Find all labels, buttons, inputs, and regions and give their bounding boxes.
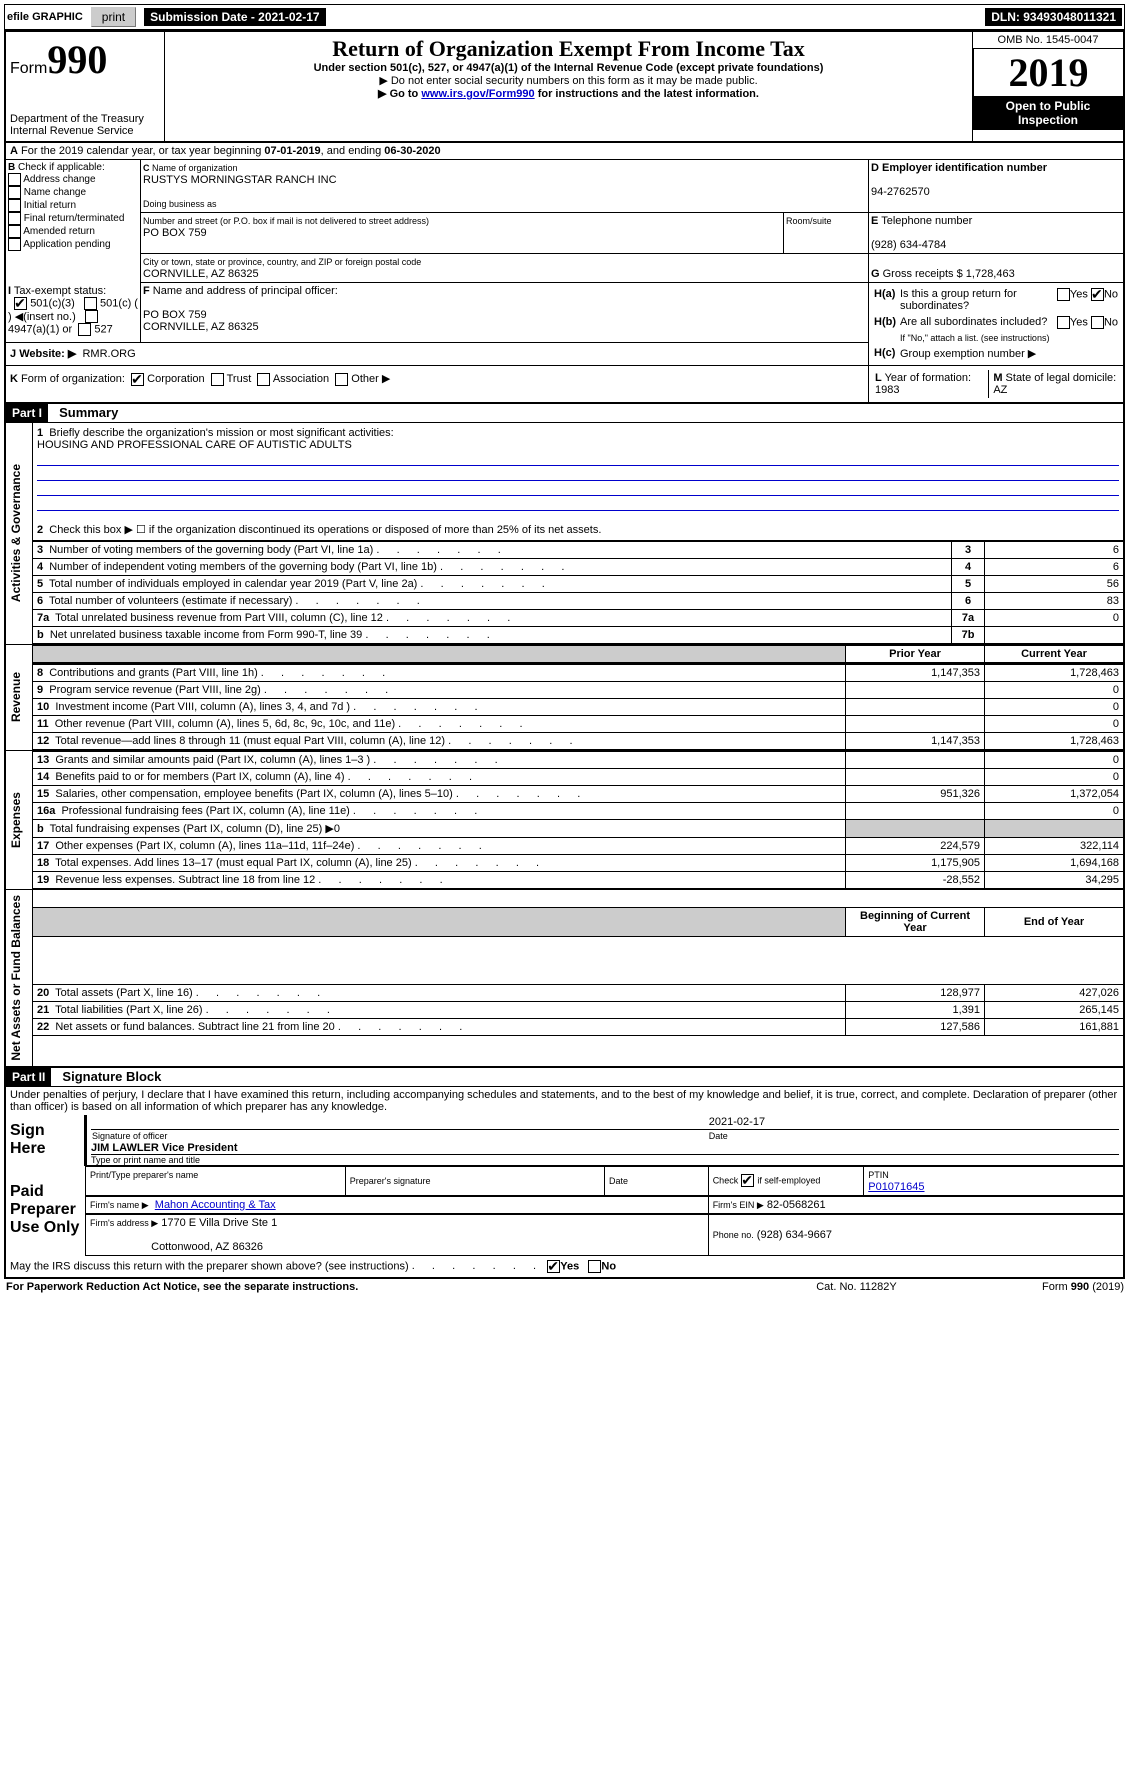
omb-label: OMB No. 1545-0047 [973,32,1123,49]
part-i-header: Part I [6,404,48,422]
table-row: 17 Other expenses (Part IX, column (A), … [33,838,1123,855]
ha-no[interactable] [1091,288,1104,301]
part-ii-title: Signature Block [54,1069,161,1084]
perjury-text: Under penalties of perjury, I declare th… [6,1087,1123,1115]
section-m: M State of legal domicile: AZ [991,370,1119,398]
k-other[interactable] [335,373,348,386]
section-l: L Year of formation: 1983 [873,370,989,398]
sign-here-label: Sign Here [6,1115,86,1166]
ptin-link[interactable]: P01071645 [868,1181,924,1193]
table-row: 22 Net assets or fund balances. Subtract… [33,1019,1123,1036]
mission-text: HOUSING AND PROFESSIONAL CARE OF AUTISTI… [37,439,352,451]
table-row: 6 Total number of volunteers (estimate i… [33,593,1123,610]
section-a: A For the 2019 calendar year, or tax yea… [5,143,1124,160]
print-button[interactable]: print [91,7,136,27]
table-row: 4 Number of independent voting members o… [33,559,1123,576]
officer-name: JIM LAWLER Vice President [91,1142,1119,1155]
hb-no[interactable] [1091,316,1104,329]
section-f: F Name and address of principal officer:… [141,283,869,343]
checkbox-final-return[interactable] [8,212,21,225]
part-ii-header: Part II [6,1068,51,1086]
form-title: Return of Organization Exempt From Incom… [169,36,968,62]
section-e: E Telephone number (928) 634-4784 [869,213,1125,254]
firm-link[interactable]: Mahon Accounting & Tax [155,1199,276,1211]
k-corp[interactable] [131,373,144,386]
q2-text: Check this box ▶ ☐ if the organization d… [49,524,601,536]
table-row: 19 Revenue less expenses. Subtract line … [33,872,1123,889]
sign-date: 2021-02-17 [708,1115,1119,1130]
footer: For Paperwork Reduction Act Notice, see … [4,1279,1125,1295]
table-row: b Total fundraising expenses (Part IX, c… [33,820,1123,838]
part-ii: Part II Signature Block Under penalties … [4,1068,1125,1279]
entity-info: A For the 2019 calendar year, or tax yea… [4,143,1125,404]
vlabel-gov: Activities & Governance [7,460,25,606]
i-527[interactable] [78,323,91,336]
open-inspection: Open to Public Inspection [973,96,1123,130]
dept-label: Department of the Treasury [10,113,160,125]
tax-year: 2019 [973,49,1123,96]
checkbox-initial-return[interactable] [8,199,21,212]
hb-yes[interactable] [1057,316,1070,329]
paid-preparer-label: Paid Preparer Use Only [6,1165,86,1255]
table-row: 5 Total number of individuals employed i… [33,576,1123,593]
table-row: 10 Investment income (Part VIII, column … [33,699,1123,716]
section-j: J Website: ▶ RMR.ORG [5,342,869,365]
table-row: b Net unrelated business taxable income … [33,627,1123,644]
table-row: 21 Total liabilities (Part X, line 26) 1… [33,1002,1123,1019]
table-row: 14 Benefits paid to or for members (Part… [33,769,1123,786]
i-4947[interactable] [85,310,98,323]
submission-date: Submission Date - 2021-02-17 [144,8,325,26]
vlabel-rev: Revenue [7,668,25,726]
i-501c[interactable] [84,297,97,310]
discuss-row: May the IRS discuss this return with the… [6,1255,1123,1277]
section-d: D Employer identification number 94-2762… [869,160,1125,213]
section-k: K Form of organization: Corporation Trus… [5,366,869,404]
form-subtitle: Under section 501(c), 527, or 4947(a)(1)… [169,62,968,74]
section-i: I Tax-exempt status: 501(c)(3) 501(c) ( … [5,283,141,343]
section-g: G Gross receipts $ 1,728,463 [869,254,1125,283]
section-b: B Check if applicable: Address change Na… [5,160,141,283]
table-row: 11 Other revenue (Part VIII, column (A),… [33,716,1123,733]
section-h: H(a) Is this a group return for subordin… [869,283,1125,366]
irs-link[interactable]: www.irs.gov/Form990 [421,88,534,100]
table-row: 15 Salaries, other compensation, employe… [33,786,1123,803]
form-number: Form990 [10,36,160,83]
table-row: 12 Total revenue—add lines 8 through 11 … [33,733,1123,750]
vlabel-na: Net Assets or Fund Balances [7,891,25,1065]
table-row: 20 Total assets (Part X, line 16) 128,97… [33,985,1123,1002]
table-row: 16a Professional fundraising fees (Part … [33,803,1123,820]
vlabel-exp: Expenses [7,788,25,852]
table-row: 3 Number of voting members of the govern… [33,542,1123,559]
room-suite: Room/suite [784,213,869,254]
section-c-name: C Name of organization RUSTYS MORNINGSTA… [141,160,869,213]
checkbox-app-pending[interactable] [8,238,21,251]
discuss-yes[interactable] [547,1260,560,1273]
discuss-no[interactable] [588,1260,601,1273]
checkbox-address-change[interactable] [8,173,21,186]
form-header: Form990 Department of the Treasury Inter… [4,30,1125,143]
table-row: 7a Total unrelated business revenue from… [33,610,1123,627]
form-note2: Go to www.irs.gov/Form990 for instructio… [169,87,968,100]
i-501c3[interactable] [14,297,27,310]
top-bar: efile GRAPHIC print Submission Date - 20… [4,4,1125,30]
irs-label: Internal Revenue Service [10,125,160,137]
checkbox-amended[interactable] [8,225,21,238]
efile-label: efile GRAPHIC [7,11,83,23]
form-note1: Do not enter social security numbers on … [169,74,968,87]
self-employed-checkbox[interactable] [741,1174,754,1187]
k-assoc[interactable] [257,373,270,386]
table-row: 8 Contributions and grants (Part VIII, l… [33,665,1123,682]
ha-yes[interactable] [1057,288,1070,301]
table-row: 9 Program service revenue (Part VIII, li… [33,682,1123,699]
part-i-title: Summary [51,405,118,420]
table-row: 18 Total expenses. Add lines 13–17 (must… [33,855,1123,872]
table-row: 13 Grants and similar amounts paid (Part… [33,752,1123,769]
section-c-addr: Number and street (or P.O. box if mail i… [141,213,784,254]
k-trust[interactable] [211,373,224,386]
section-c-city: City or town, state or province, country… [141,254,869,283]
dln-label: DLN: 93493048011321 [985,8,1122,26]
checkbox-name-change[interactable] [8,186,21,199]
part-i: Part I Summary Activities & Governance 1… [4,404,1125,1068]
